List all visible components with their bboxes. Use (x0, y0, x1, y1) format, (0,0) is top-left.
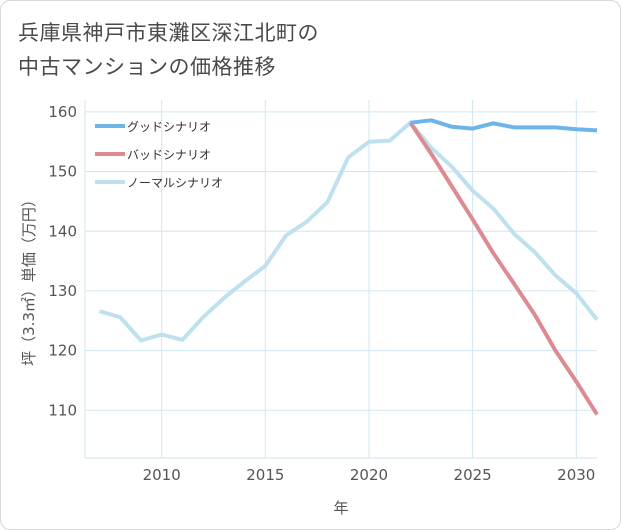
y-tick-label: 120 (48, 342, 77, 360)
legend-label-good: グッドシナリオ (127, 120, 211, 134)
y-axis-label: 坪（3.3㎡）単価（万円） (20, 192, 38, 366)
series-line-good (410, 118, 598, 133)
y-tick-label: 150 (48, 163, 77, 181)
title-line-2: 中古マンションの価格推移 (18, 55, 276, 79)
y-tick-label: 130 (48, 282, 77, 300)
series-line-normal (98, 120, 599, 343)
x-tick-label: 2020 (350, 466, 388, 484)
series-line-bad (408, 121, 599, 416)
legend-label-bad: バッドシナリオ (127, 148, 211, 162)
series-lines (98, 118, 599, 416)
x-tick-label: 2015 (246, 466, 284, 484)
tick-labels: 110 120 130 140 150 160 2010 2015 2020 2025 2030 (48, 103, 595, 484)
legend-label-normal: ノーマルシナリオ (127, 176, 223, 190)
x-tick-label: 2010 (143, 466, 181, 484)
title-line-1: 兵庫県神戸市東灘区深江北町の (18, 21, 319, 45)
x-axis-label: 年 (333, 499, 348, 517)
y-tick-label: 140 (48, 222, 77, 240)
x-tick-label: 2025 (454, 466, 492, 484)
chart-title: 兵庫県神戸市東灘区深江北町の 中古マンションの価格推移 (18, 16, 319, 84)
y-tick-label: 110 (48, 401, 77, 419)
grid (84, 100, 597, 459)
x-tick-label: 2030 (557, 466, 595, 484)
y-tick-label: 160 (48, 103, 77, 121)
